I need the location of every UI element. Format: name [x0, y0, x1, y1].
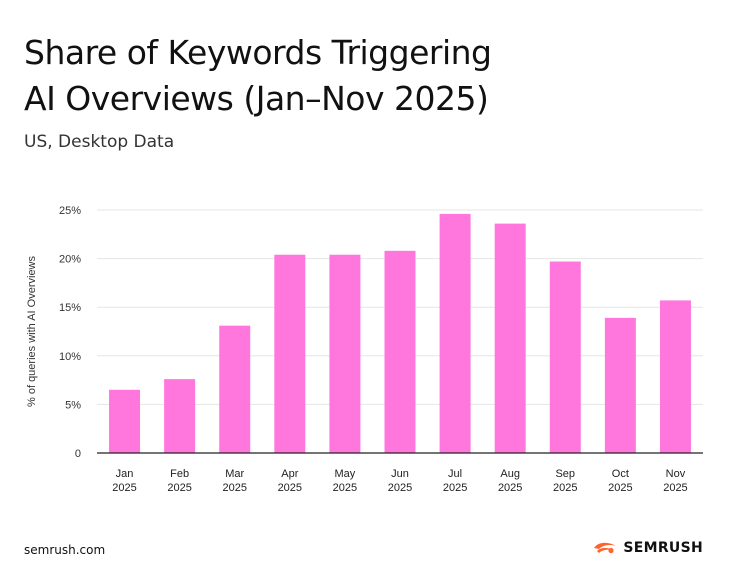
bar-jun: [384, 250, 416, 453]
x-tick-label: May 2025: [333, 468, 357, 494]
semrush-fire-icon: [594, 542, 617, 554]
y-tick-label: 5%: [65, 399, 81, 411]
x-tick-label: Feb 2025: [167, 468, 191, 494]
bar-may: [329, 254, 361, 453]
x-tick-label: Jun 2025: [388, 468, 412, 494]
bar-apr: [274, 254, 306, 453]
x-tick-label: Jul 2025: [443, 468, 467, 494]
x-tick-label: Sep 2025: [553, 468, 577, 494]
semrush-logo-text: SEMRUSH: [623, 540, 703, 556]
y-tick-label: 0: [75, 448, 81, 460]
bar-jan: [109, 389, 141, 453]
y-axis-title: % of queries with AI Overviews: [26, 256, 38, 408]
x-tick-label: Jan 2025: [112, 468, 136, 494]
x-tick-label: Aug 2025: [498, 468, 522, 494]
bar-oct: [604, 317, 636, 453]
x-tick-label: Nov 2025: [663, 468, 687, 494]
chart-subtitle: US, Desktop Data: [24, 132, 175, 152]
bar-feb: [164, 379, 196, 453]
bar-chart: 0 5% 10% 15% 20% 25% % of queries with AI Over…: [26, 205, 703, 494]
chart-title-line-2: AI Overviews (Jan–Nov 2025): [24, 79, 489, 118]
bar-nov: [659, 300, 691, 453]
semrush-logo: SEMRUSH: [592, 540, 703, 556]
chart-title: Share of Keywords Triggering AI Overview…: [24, 30, 704, 122]
y-tick-label: 10%: [59, 351, 81, 363]
y-tick-label: 15%: [59, 302, 81, 314]
x-tick-label: Oct 2025: [608, 468, 632, 494]
bar-aug: [494, 223, 526, 453]
x-tick-label: Mar 2025: [222, 468, 246, 494]
bar-mar: [219, 325, 251, 453]
bar-jul: [439, 213, 471, 453]
chart-title-line-1: Share of Keywords Triggering: [24, 33, 492, 72]
x-tick-label: Apr 2025: [278, 468, 302, 494]
y-tick-label: 20%: [59, 254, 81, 266]
y-tick-label: 25%: [59, 205, 81, 217]
source-url: semrush.com: [24, 543, 106, 557]
bar-sep: [549, 261, 581, 453]
